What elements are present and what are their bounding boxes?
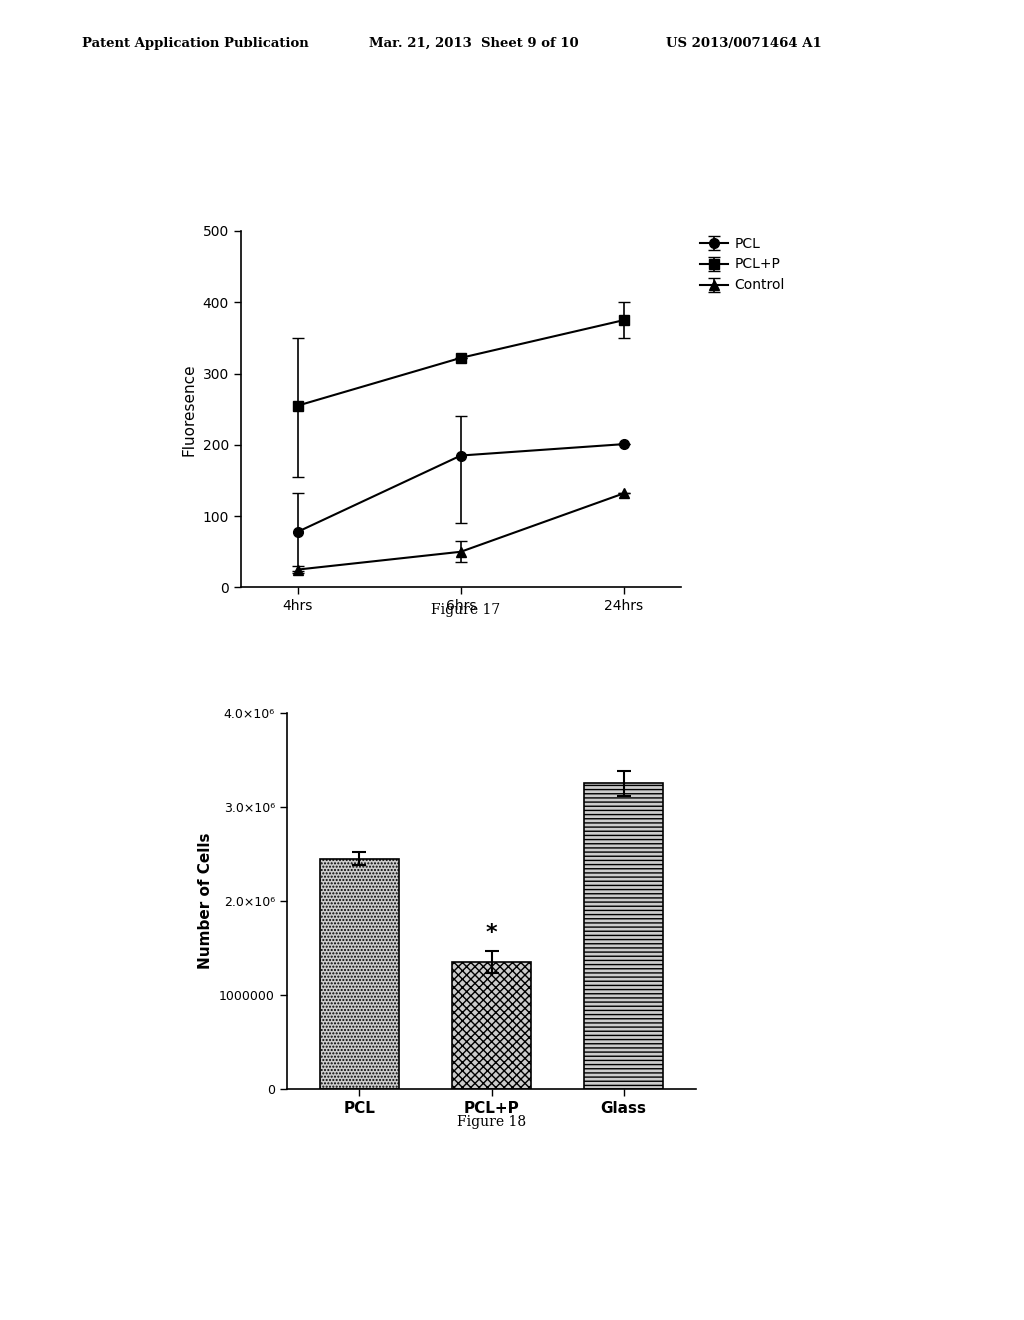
Text: US 2013/0071464 A1: US 2013/0071464 A1 [666, 37, 821, 50]
Legend: PCL, PCL+P, Control: PCL, PCL+P, Control [694, 231, 791, 298]
Bar [319, 858, 399, 1089]
Bar [584, 783, 664, 1089]
Text: Patent Application Publication: Patent Application Publication [82, 37, 308, 50]
Y-axis label: Number of Cells: Number of Cells [199, 833, 213, 969]
Text: Mar. 21, 2013  Sheet 9 of 10: Mar. 21, 2013 Sheet 9 of 10 [369, 37, 579, 50]
Bar [452, 962, 531, 1089]
Text: Figure 18: Figure 18 [457, 1115, 526, 1130]
Text: Figure 17: Figure 17 [431, 603, 501, 618]
Y-axis label: Fluoresence: Fluoresence [182, 363, 197, 455]
Text: *: * [485, 923, 498, 944]
